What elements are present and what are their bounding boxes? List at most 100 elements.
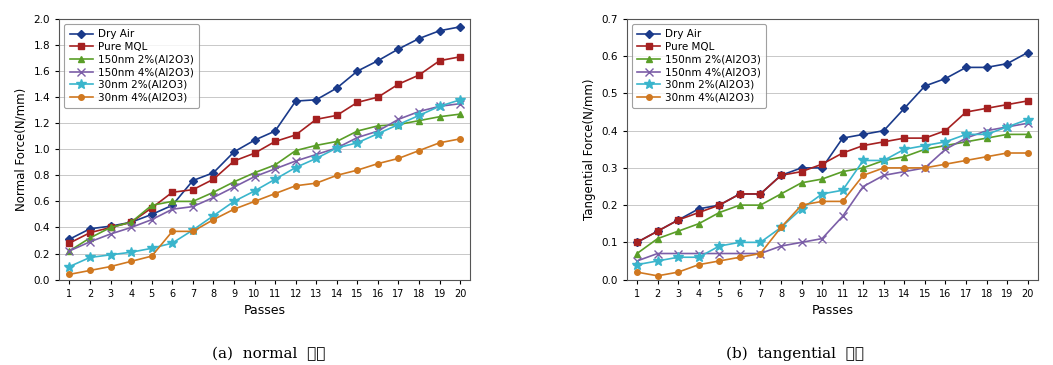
Line: Pure MQL: Pure MQL: [634, 98, 1031, 245]
Dry Air: [693, 207, 706, 211]
30nm 4%(Al2O3): [413, 149, 425, 153]
30nm 4%(Al2O3): [734, 255, 747, 260]
150nm 2%(Al2O3): [631, 251, 643, 256]
Dry Air: [918, 84, 931, 88]
Dry Air: [84, 227, 97, 231]
30nm 2%(Al2O3): [836, 188, 849, 192]
Y-axis label: Normal Force(N/mm): Normal Force(N/mm): [15, 88, 28, 211]
150nm 4%(Al2O3): [939, 147, 952, 151]
150nm 2%(Al2O3): [351, 129, 363, 133]
150nm 4%(Al2O3): [795, 240, 808, 245]
150nm 2%(Al2O3): [1000, 132, 1013, 137]
30nm 2%(Al2O3): [351, 141, 363, 145]
Pure MQL: [186, 188, 199, 192]
Dry Air: [631, 240, 643, 245]
30nm 4%(Al2O3): [836, 199, 849, 204]
Line: 30nm 2%(Al2O3): 30nm 2%(Al2O3): [632, 115, 1033, 269]
Pure MQL: [713, 203, 726, 207]
30nm 4%(Al2O3): [795, 203, 808, 207]
150nm 4%(Al2O3): [454, 101, 466, 106]
Dry Air: [1021, 50, 1034, 55]
Dry Air: [351, 69, 363, 73]
30nm 4%(Al2O3): [310, 181, 322, 185]
30nm 2%(Al2O3): [734, 240, 747, 245]
150nm 2%(Al2O3): [775, 192, 788, 196]
150nm 2%(Al2O3): [290, 149, 302, 153]
30nm 2%(Al2O3): [269, 177, 281, 181]
30nm 2%(Al2O3): [166, 241, 179, 245]
Pure MQL: [249, 151, 261, 155]
150nm 2%(Al2O3): [63, 249, 76, 253]
30nm 4%(Al2O3): [372, 161, 384, 166]
150nm 4%(Al2O3): [713, 251, 726, 256]
30nm 2%(Al2O3): [898, 147, 911, 151]
150nm 2%(Al2O3): [651, 237, 663, 241]
30nm 2%(Al2O3): [713, 244, 726, 248]
Pure MQL: [351, 100, 363, 104]
150nm 2%(Al2O3): [754, 203, 767, 207]
30nm 2%(Al2O3): [331, 146, 343, 150]
30nm 4%(Al2O3): [672, 270, 684, 274]
150nm 4%(Al2O3): [693, 251, 706, 256]
30nm 4%(Al2O3): [980, 154, 993, 159]
Line: 30nm 2%(Al2O3): 30nm 2%(Al2O3): [64, 95, 465, 272]
150nm 4%(Al2O3): [310, 152, 322, 157]
Dry Air: [857, 132, 870, 137]
X-axis label: Passes: Passes: [244, 304, 285, 317]
150nm 4%(Al2O3): [898, 169, 911, 174]
30nm 2%(Al2O3): [939, 140, 952, 144]
150nm 2%(Al2O3): [898, 154, 911, 159]
Dry Air: [898, 106, 911, 111]
150nm 2%(Al2O3): [145, 203, 158, 207]
Dry Air: [454, 24, 466, 29]
30nm 2%(Al2O3): [857, 158, 870, 163]
30nm 2%(Al2O3): [104, 253, 117, 257]
30nm 4%(Al2O3): [125, 259, 138, 264]
Legend: Dry Air, Pure MQL, 150nm 2%(Al2O3), 150nm 4%(Al2O3), 30nm 2%(Al2O3), 30nm 4%(Al2: Dry Air, Pure MQL, 150nm 2%(Al2O3), 150n…: [64, 24, 199, 108]
30nm 4%(Al2O3): [454, 137, 466, 141]
30nm 2%(Al2O3): [392, 122, 404, 127]
150nm 2%(Al2O3): [795, 181, 808, 185]
Line: Pure MQL: Pure MQL: [66, 54, 463, 246]
30nm 2%(Al2O3): [290, 165, 302, 170]
150nm 4%(Al2O3): [959, 136, 972, 140]
150nm 2%(Al2O3): [433, 115, 445, 119]
Pure MQL: [672, 218, 684, 222]
30nm 4%(Al2O3): [713, 259, 726, 263]
Pure MQL: [63, 241, 76, 245]
Dry Air: [939, 76, 952, 81]
30nm 4%(Al2O3): [392, 156, 404, 161]
150nm 2%(Al2O3): [186, 199, 199, 204]
Dry Air: [433, 28, 445, 33]
150nm 4%(Al2O3): [331, 146, 343, 150]
150nm 2%(Al2O3): [125, 220, 138, 224]
Pure MQL: [754, 192, 767, 196]
Pure MQL: [290, 133, 302, 137]
30nm 2%(Al2O3): [145, 246, 158, 250]
Dry Air: [269, 129, 281, 133]
30nm 4%(Al2O3): [249, 199, 261, 204]
150nm 2%(Al2O3): [672, 229, 684, 233]
150nm 4%(Al2O3): [351, 135, 363, 140]
150nm 2%(Al2O3): [836, 169, 849, 174]
Pure MQL: [145, 206, 158, 210]
Pure MQL: [454, 55, 466, 59]
30nm 2%(Al2O3): [651, 259, 663, 263]
Dry Air: [836, 136, 849, 140]
Pure MQL: [104, 225, 117, 230]
30nm 2%(Al2O3): [754, 240, 767, 245]
150nm 4%(Al2O3): [775, 244, 788, 248]
Pure MQL: [310, 117, 322, 122]
30nm 2%(Al2O3): [227, 199, 240, 204]
150nm 2%(Al2O3): [249, 170, 261, 175]
Pure MQL: [898, 136, 911, 140]
Pure MQL: [372, 95, 384, 99]
30nm 4%(Al2O3): [693, 262, 706, 267]
Dry Air: [754, 192, 767, 196]
150nm 2%(Al2O3): [392, 122, 404, 127]
150nm 4%(Al2O3): [433, 104, 445, 108]
Dry Air: [980, 65, 993, 70]
Line: 30nm 4%(Al2O3): 30nm 4%(Al2O3): [66, 136, 463, 277]
150nm 4%(Al2O3): [227, 185, 240, 189]
Pure MQL: [413, 73, 425, 77]
